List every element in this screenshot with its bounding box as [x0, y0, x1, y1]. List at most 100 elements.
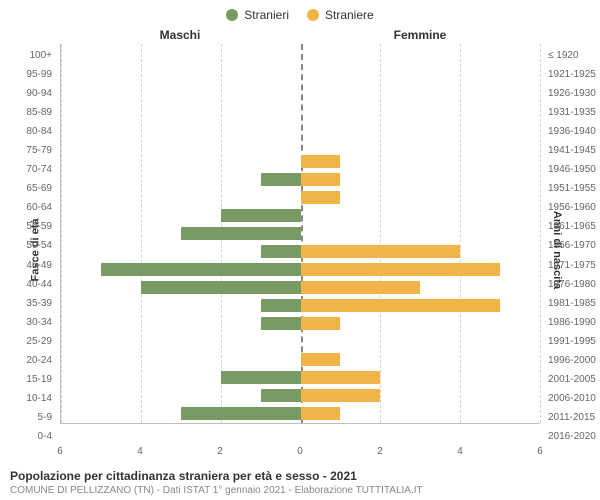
y-left-label: 100+ — [0, 46, 58, 65]
bar-half-female — [301, 80, 541, 98]
y-right-label: 1986-1990 — [542, 313, 600, 332]
bar-male — [221, 371, 301, 384]
y-left-label: 35-39 — [0, 294, 58, 313]
y-right-label: 1981-1985 — [542, 294, 600, 313]
legend-label-female: Straniere — [325, 8, 374, 22]
y-left-label: 80-84 — [0, 122, 58, 141]
bar-female — [301, 245, 461, 258]
pyramid-row — [61, 279, 540, 297]
pyramid-row — [61, 243, 540, 261]
bar-half-male — [61, 351, 301, 369]
bar-half-male — [61, 98, 301, 116]
x-tick: 6 — [537, 446, 543, 457]
bar-half-female — [301, 405, 541, 423]
bar-half-male — [61, 387, 301, 405]
bar-female — [301, 191, 341, 204]
bar-half-male — [61, 188, 301, 206]
population-pyramid-chart: Stranieri Straniere Maschi Femmine Fasce… — [0, 0, 600, 500]
pyramid-row — [61, 98, 540, 116]
column-header-right: Femmine — [300, 28, 540, 42]
bar-half-male — [61, 80, 301, 98]
pyramid-row — [61, 152, 540, 170]
legend-swatch-male — [226, 9, 238, 21]
y-right-label: 2016-2020 — [542, 427, 600, 446]
bar-half-female — [301, 134, 541, 152]
y-right-label: 1951-1955 — [542, 179, 600, 198]
y-left-label: 30-34 — [0, 313, 58, 332]
pyramid-row — [61, 405, 540, 423]
pyramid-row — [61, 351, 540, 369]
bar-half-male — [61, 206, 301, 224]
bar-half-female — [301, 333, 541, 351]
legend: Stranieri Straniere — [0, 0, 600, 28]
y-left-label: 5-9 — [0, 408, 58, 427]
y-right-label: 1996-2000 — [542, 351, 600, 370]
y-right-label: 1926-1930 — [542, 84, 600, 103]
plot-area — [60, 44, 540, 424]
y-left-label: 95-99 — [0, 65, 58, 84]
x-tick: 2 — [377, 446, 383, 457]
bar-half-male — [61, 405, 301, 423]
y-left-label: 20-24 — [0, 351, 58, 370]
y-right-label: 2011-2015 — [542, 408, 600, 427]
x-tick: 4 — [457, 446, 463, 457]
bar-female — [301, 281, 421, 294]
y-left-label: 25-29 — [0, 332, 58, 351]
y-left-label: 45-49 — [0, 256, 58, 275]
pyramid-row — [61, 62, 540, 80]
y-right-label: 1921-1925 — [542, 65, 600, 84]
column-headers: Maschi Femmine — [0, 28, 600, 42]
y-right-label: 1966-1970 — [542, 236, 600, 255]
bar-female — [301, 353, 341, 366]
pyramid-row — [61, 44, 540, 62]
bar-half-female — [301, 369, 541, 387]
bar-half-male — [61, 170, 301, 188]
bar-half-male — [61, 44, 301, 62]
bar-male — [261, 173, 301, 186]
bar-half-female — [301, 98, 541, 116]
bar-male — [261, 389, 301, 402]
y-left-label: 40-44 — [0, 275, 58, 294]
bar-female — [301, 299, 501, 312]
x-tick: 6 — [57, 446, 63, 457]
bar-female — [301, 317, 341, 330]
legend-label-male: Stranieri — [244, 8, 289, 22]
bar-half-male — [61, 261, 301, 279]
bar-half-male — [61, 279, 301, 297]
bar-half-female — [301, 297, 541, 315]
bar-male — [141, 281, 301, 294]
pyramid-row — [61, 134, 540, 152]
y-right-label: 1961-1965 — [542, 217, 600, 236]
bar-half-male — [61, 297, 301, 315]
y-left-label: 75-79 — [0, 141, 58, 160]
pyramid-row — [61, 261, 540, 279]
y-right-label: ≤ 1920 — [542, 46, 600, 65]
x-tick: 0 — [297, 446, 303, 457]
y-right-label: 1931-1935 — [542, 103, 600, 122]
bar-male — [181, 227, 301, 240]
bar-male — [221, 209, 301, 222]
bar-half-male — [61, 333, 301, 351]
y-right-label: 2006-2010 — [542, 389, 600, 408]
y-axis-left: 100+95-9990-9485-8980-8475-7970-7465-696… — [0, 46, 58, 446]
bar-half-female — [301, 351, 541, 369]
y-left-label: 60-64 — [0, 198, 58, 217]
pyramid-row — [61, 369, 540, 387]
bar-rows — [61, 44, 540, 423]
y-axis-right: ≤ 19201921-19251926-19301931-19351936-19… — [542, 46, 600, 446]
bar-half-female — [301, 170, 541, 188]
bar-male — [181, 407, 301, 420]
y-left-label: 0-4 — [0, 427, 58, 446]
pyramid-row — [61, 116, 540, 134]
y-right-label: 1956-1960 — [542, 198, 600, 217]
y-right-label: 1936-1940 — [542, 122, 600, 141]
pyramid-row — [61, 80, 540, 98]
bar-half-female — [301, 224, 541, 242]
bar-half-male — [61, 152, 301, 170]
bar-half-female — [301, 62, 541, 80]
y-left-label: 85-89 — [0, 103, 58, 122]
bar-female — [301, 173, 341, 186]
pyramid-row — [61, 387, 540, 405]
y-right-label: 2001-2005 — [542, 370, 600, 389]
bar-half-female — [301, 243, 541, 261]
